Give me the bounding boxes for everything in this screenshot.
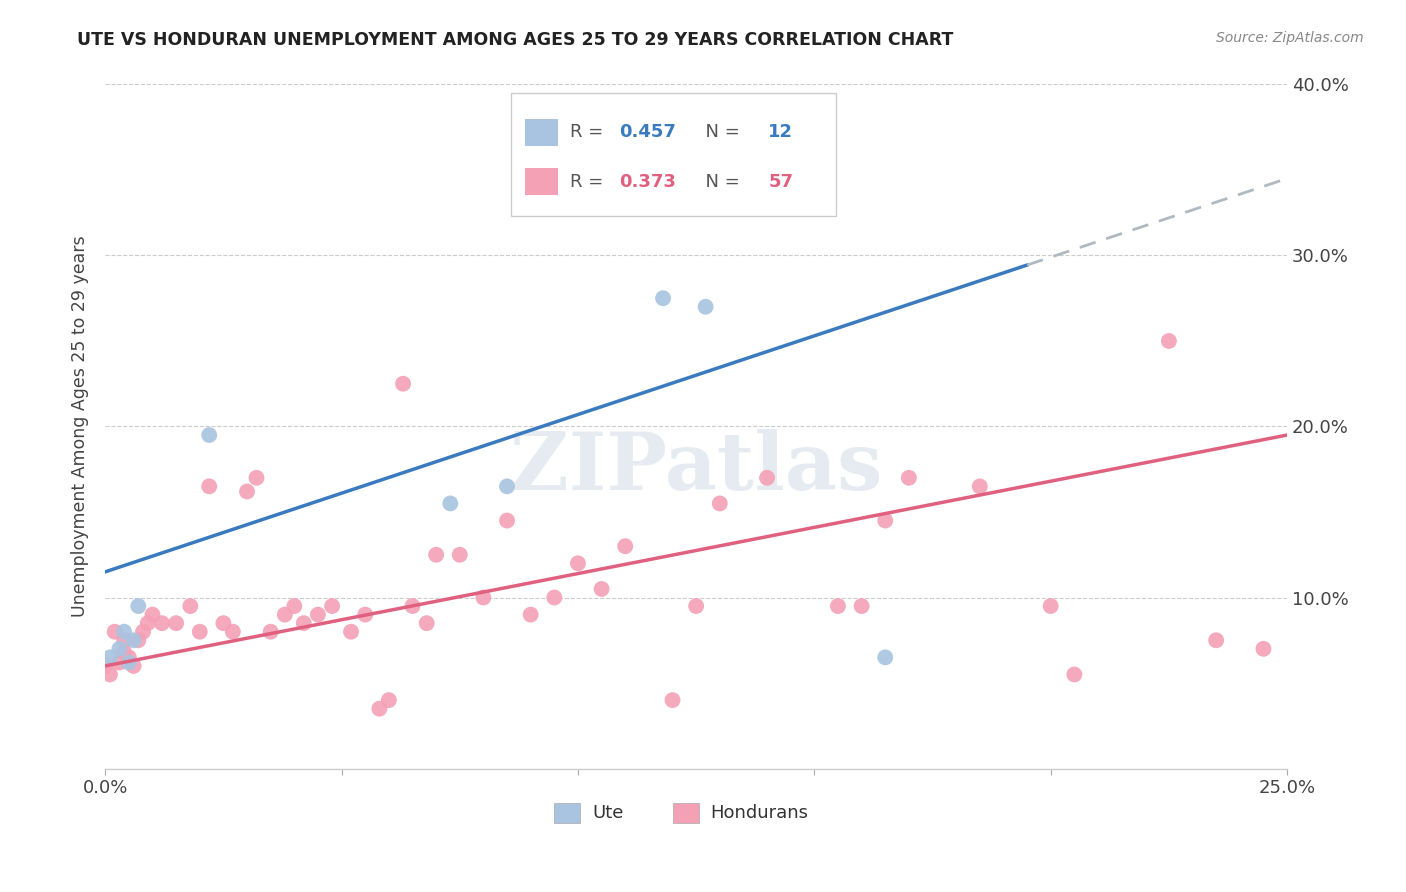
Point (368, 701, 391, 715)
Point (108, 656, 131, 670)
Point (118, 650, 141, 665)
Point (292, 616, 315, 631)
Y-axis label: Unemployment Among Ages 25 to 29 years: Unemployment Among Ages 25 to 29 years (72, 235, 89, 617)
Point (378, 693, 401, 707)
Point (150, 616, 173, 631)
Point (401, 599, 423, 613)
Point (756, 471, 779, 485)
Point (122, 659, 145, 673)
Point (104, 624, 127, 639)
Point (136, 616, 159, 631)
Point (245, 471, 267, 485)
Point (127, 599, 149, 613)
Point (165, 616, 187, 631)
Point (321, 599, 343, 613)
Point (695, 300, 717, 314)
Point (283, 599, 305, 613)
Point (449, 548, 471, 562)
Point (222, 624, 245, 639)
Point (591, 582, 613, 596)
Point (188, 624, 211, 639)
Point (108, 641, 131, 656)
Point (1063, 667, 1085, 681)
Point (260, 624, 283, 639)
Point (112, 633, 135, 648)
Point (851, 599, 873, 613)
Point (340, 624, 363, 639)
Text: 12: 12 (768, 123, 793, 141)
Point (98, 667, 121, 681)
Point (472, 591, 495, 605)
Point (1157, 334, 1180, 348)
Text: Source: ZipAtlas.com: Source: ZipAtlas.com (1216, 31, 1364, 45)
Point (969, 479, 991, 493)
Point (98, 650, 121, 665)
Text: Hondurans: Hondurans (710, 804, 808, 822)
Point (875, 650, 897, 665)
FancyBboxPatch shape (554, 803, 581, 823)
Text: R =: R = (569, 172, 609, 191)
Point (496, 479, 519, 493)
Point (1205, 633, 1227, 648)
Point (392, 376, 415, 391)
Point (274, 607, 297, 622)
FancyBboxPatch shape (672, 803, 699, 823)
Text: ZIPatlas: ZIPatlas (510, 428, 883, 507)
Point (496, 514, 519, 528)
Point (94, 659, 117, 673)
Point (141, 607, 163, 622)
Point (425, 548, 447, 562)
Text: R =: R = (569, 123, 609, 141)
Point (567, 557, 589, 571)
Text: N =: N = (693, 172, 745, 191)
Point (118, 656, 141, 670)
Point (415, 616, 437, 631)
Point (1253, 641, 1275, 656)
Point (198, 479, 221, 493)
FancyBboxPatch shape (524, 168, 558, 195)
Point (519, 607, 541, 622)
Point (179, 599, 201, 613)
Point (212, 616, 235, 631)
Point (827, 599, 849, 613)
Point (112, 645, 135, 659)
Point (439, 496, 461, 510)
Point (236, 484, 259, 499)
Point (661, 693, 683, 707)
Point (1039, 599, 1062, 613)
Point (875, 514, 897, 528)
Point (652, 291, 675, 305)
Text: Ute: Ute (592, 804, 623, 822)
Text: 57: 57 (768, 172, 793, 191)
Text: N =: N = (693, 123, 745, 141)
Point (198, 428, 221, 442)
Point (122, 633, 145, 648)
Point (307, 607, 329, 622)
Point (112, 624, 135, 639)
Point (132, 624, 155, 639)
Point (614, 539, 637, 553)
Point (127, 633, 149, 648)
FancyBboxPatch shape (524, 119, 558, 146)
Point (709, 496, 731, 510)
Text: 0.457: 0.457 (619, 123, 676, 141)
Point (354, 607, 377, 622)
Point (897, 471, 920, 485)
Point (685, 599, 707, 613)
Text: 0.373: 0.373 (619, 172, 676, 191)
FancyBboxPatch shape (510, 94, 835, 216)
Point (543, 591, 565, 605)
Text: UTE VS HONDURAN UNEMPLOYMENT AMONG AGES 25 TO 29 YEARS CORRELATION CHART: UTE VS HONDURAN UNEMPLOYMENT AMONG AGES … (77, 31, 953, 49)
